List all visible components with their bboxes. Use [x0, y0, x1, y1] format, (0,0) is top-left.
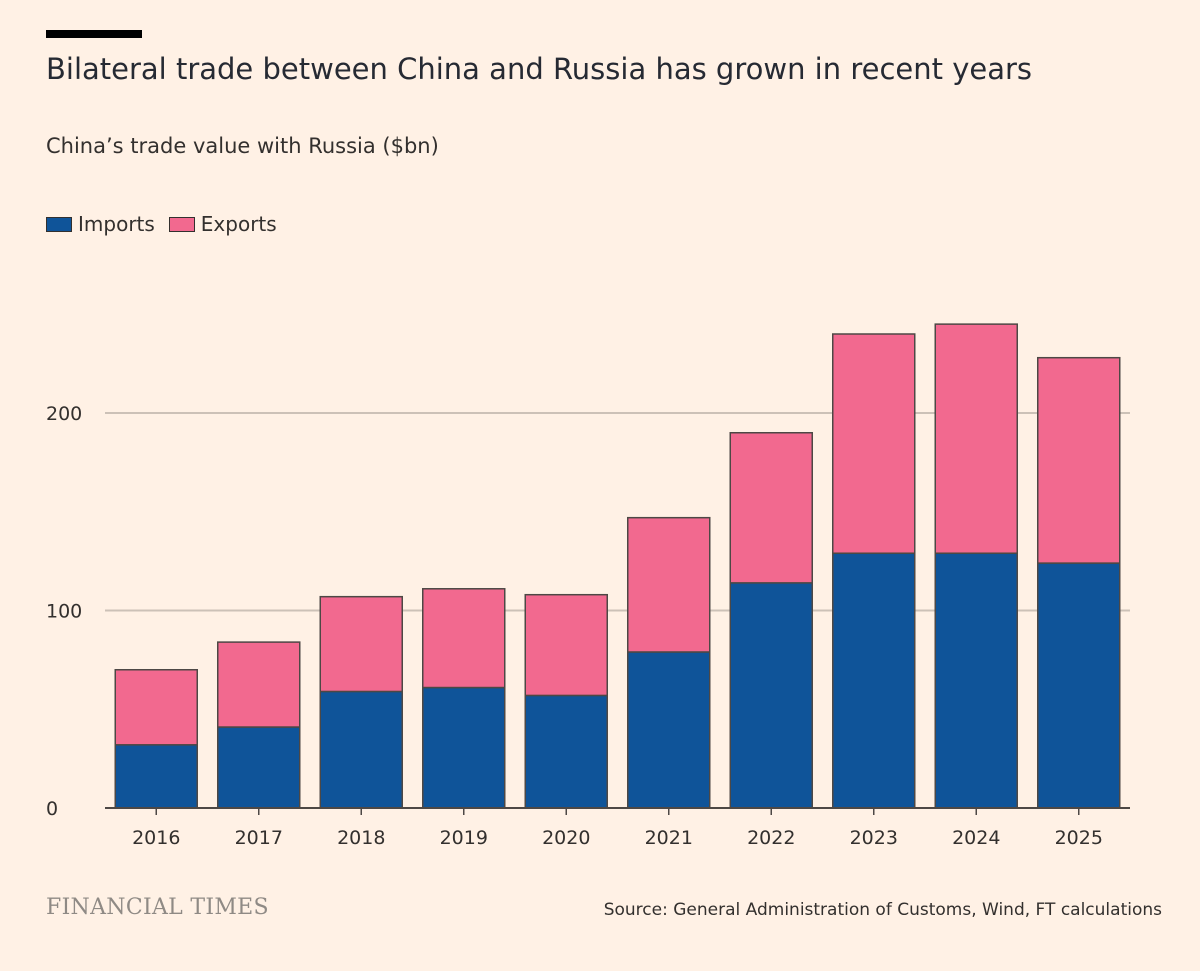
x-tick-label-2018: 2018: [337, 827, 385, 849]
x-tick-label-2020: 2020: [542, 827, 590, 849]
bar-exports-2020: [524, 593, 608, 697]
x-tick-label-2025: 2025: [1055, 827, 1103, 849]
x-tick-label-2019: 2019: [440, 827, 488, 849]
stacked-bar-chart: 0 100 200 2016 2017 2018 2019 2020 2021 2022 2023 2…: [46, 323, 1130, 849]
y-tick-label-0: 0: [46, 798, 58, 820]
bar-exports-2023: [832, 333, 916, 554]
x-tick-label-2022: 2022: [747, 827, 795, 849]
legend-swatch-imports: [46, 216, 72, 232]
y-tick-label-200: 200: [46, 403, 82, 425]
x-tick-label-2021: 2021: [645, 827, 693, 849]
chart-title: Bilateral trade between China and Russia…: [46, 52, 1033, 86]
bar-imports-2021: [627, 651, 711, 809]
bar-exports-2025: [1037, 356, 1121, 564]
x-tick-label-2017: 2017: [235, 827, 283, 849]
chart-subtitle: China’s trade value with Russia ($bn): [46, 134, 439, 158]
legend-label-imports: Imports: [78, 212, 155, 236]
bar-exports-2021: [627, 516, 711, 653]
bar-exports-2022: [729, 432, 813, 584]
bar-imports-2017: [217, 726, 301, 809]
header-rule: [46, 30, 142, 38]
bar-imports-2018: [319, 690, 403, 809]
source-note: Source: General Administration of Custom…: [603, 900, 1162, 920]
ft-logo: FINANCIAL TIMES: [46, 895, 269, 920]
legend-label-exports: Exports: [200, 212, 277, 236]
bar-exports-2017: [217, 641, 301, 728]
bar-imports-2019: [422, 686, 506, 809]
bar-imports-2025: [1037, 562, 1121, 809]
y-tick-label-100: 100: [46, 601, 82, 623]
bar-imports-2016: [114, 744, 198, 809]
legend-item-exports: Exports: [168, 212, 277, 236]
bar-imports-2022: [729, 582, 813, 809]
legend-swatch-exports: [168, 216, 195, 232]
bar-imports-2020: [524, 694, 608, 809]
legend-item-imports: Imports: [46, 212, 155, 236]
bar-exports-2019: [422, 588, 506, 689]
bar-exports-2016: [114, 669, 198, 746]
bar-exports-2024: [934, 323, 1018, 554]
x-tick-label-2024: 2024: [952, 827, 1000, 849]
bar-imports-2024: [934, 552, 1018, 809]
bar-exports-2018: [319, 595, 403, 693]
chart-legend: Imports Exports: [46, 212, 291, 236]
bar-imports-2023: [832, 552, 916, 809]
x-tick-label-2023: 2023: [850, 827, 898, 849]
x-tick-label-2016: 2016: [132, 827, 180, 849]
